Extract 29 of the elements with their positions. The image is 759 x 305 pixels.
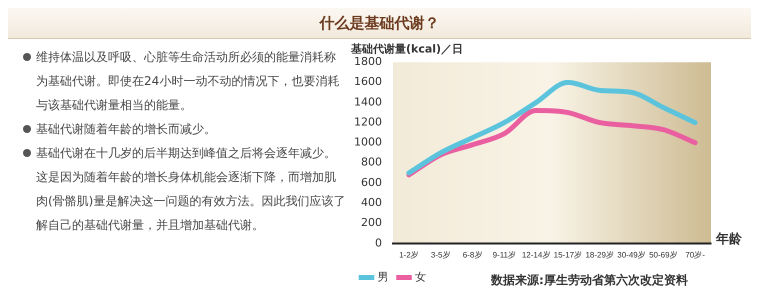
legend-label: 男 (378, 270, 388, 284)
x-tick-label: 30-49岁 (617, 250, 646, 260)
x-tick-label: 50-69岁 (649, 250, 678, 260)
y-tick-label: 1800 (354, 55, 382, 68)
chart-title: 什么是基础代谢？ (8, 8, 751, 39)
y-tick-label: 1200 (354, 115, 382, 128)
y-tick-label: 200 (360, 216, 382, 230)
text: 维持体温以及呼吸、心脏等生命活动所必须的能量消耗称为基础代谢。即使在24小时一动不动的情况下，也要消耗与该基础代谢量相当的能量。 (36, 49, 340, 114)
x-axis-title: 年龄 (715, 232, 743, 247)
x-tick-label: 6-8岁 (462, 250, 482, 260)
x-tick-label: 18-29岁 (585, 250, 614, 260)
source-note: 数据来源:厚生劳动省第六次改定资料 (491, 272, 688, 289)
x-tick-label: 1-2岁 (399, 250, 419, 260)
x-tick-label: 12-14岁 (522, 250, 550, 260)
x-tick-label: 9-11岁 (492, 250, 516, 260)
legend-label: 女 (415, 270, 426, 284)
x-tick-label: 3-5岁 (430, 250, 450, 260)
y-tick-label: 0 (374, 236, 382, 250)
y-axis-title: 基础代谢量(kcal)／日 (350, 42, 464, 56)
text: 基础代谢随着年龄的增长而减少。 (36, 121, 216, 138)
y-tick-label: 1400 (354, 95, 382, 108)
y-tick-label: 800 (360, 156, 382, 169)
y-tick-label: 1600 (354, 75, 382, 88)
y-tick-label: 1000 (354, 136, 382, 149)
text: 基础代谢在十几岁的后半期达到峰值之后将会逐年减少。这是因为随着年龄的增长身体机能会逐渐下降，而增加肌肉(骨骼肌)量是解决这一问题的有效方法。因此我们应该了解自己的基础代谢量，并且增加基础代谢。 (36, 145, 346, 234)
y-tick-label: 600 (360, 176, 382, 189)
y-tick-label: 400 (360, 196, 382, 209)
x-tick-label: 15-17岁 (554, 250, 582, 260)
x-tick-label: 70岁- (685, 250, 706, 260)
